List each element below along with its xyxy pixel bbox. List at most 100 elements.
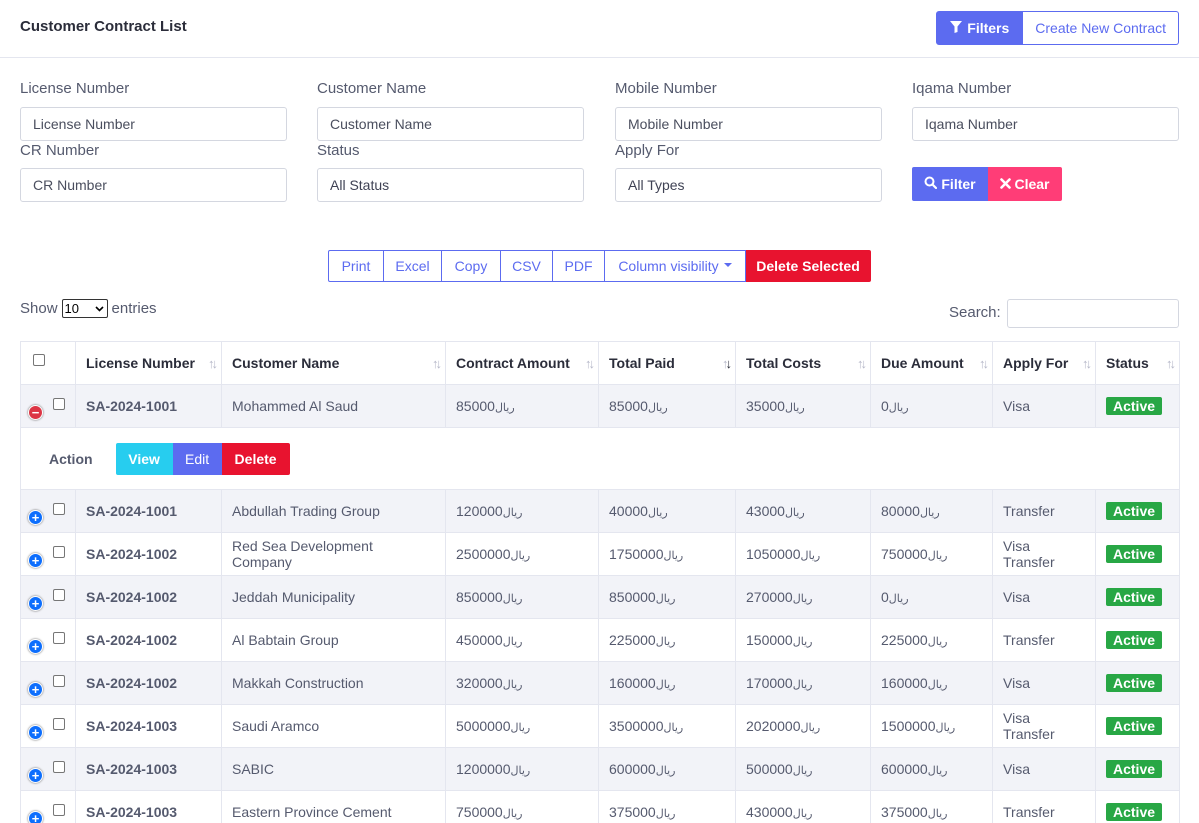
mobile-number-input[interactable] [615, 107, 882, 141]
column-header-total-paid[interactable]: Total Paid ↑↓ [598, 341, 736, 385]
expand-row-icon[interactable]: + [28, 768, 43, 783]
row-checkbox[interactable] [53, 503, 65, 515]
currency-label: ريال [502, 636, 523, 648]
license-number-input[interactable] [20, 107, 287, 141]
currency-label: ريال [888, 593, 909, 605]
filter-button[interactable]: Filter [912, 167, 988, 201]
column-header-customer[interactable]: Customer Name ↑↓ [221, 341, 446, 385]
total-paid-cell: 3500000ريال [598, 704, 736, 748]
license-cell: SA-2024-1001 [75, 489, 222, 533]
customer-cell: Abdullah Trading Group [221, 489, 446, 533]
print-button[interactable]: Print [328, 250, 384, 282]
row-control-cell: + [20, 790, 76, 823]
delete-button[interactable]: Delete [221, 442, 290, 475]
create-contract-button[interactable]: Create New Contract [1023, 11, 1179, 45]
license-cell: SA-2024-1002 [75, 618, 222, 662]
table-row[interactable]: + SA-2024-1001 Abdullah Trading Group 12000… [20, 489, 1180, 533]
table-search-input[interactable] [1007, 299, 1179, 328]
amount-value: 160000 [609, 675, 656, 691]
filters-button[interactable]: Filters [936, 11, 1024, 45]
amount-value: 1050000 [746, 546, 801, 562]
amount-value: 43000 [746, 503, 785, 519]
table-row[interactable]: + SA-2024-1003 Saudi Aramco 5000000ريال 3500… [20, 704, 1180, 748]
due-amount-cell: 375000ريال [870, 790, 993, 823]
expand-row-icon[interactable]: + [28, 596, 43, 611]
customer-name-input[interactable] [317, 107, 584, 141]
license-cell: SA-2024-1003 [75, 790, 222, 823]
apply-for-select[interactable]: All Types [615, 168, 882, 202]
column-header-label: Status [1106, 355, 1149, 371]
row-control-cell: + [20, 747, 76, 791]
expand-row-icon[interactable]: + [28, 510, 43, 525]
apply-for-cell: Transfer [992, 489, 1096, 533]
due-amount-cell: 80000ريال [870, 489, 993, 533]
column-header-total-costs[interactable]: Total Costs ↑↓ [735, 341, 871, 385]
table-row[interactable]: + SA-2024-1003 Eastern Province Cement 7500… [20, 790, 1180, 823]
table-row[interactable]: + SA-2024-1002 Makkah Construction 320000ري… [20, 661, 1180, 705]
amount-value: 500000 [746, 761, 793, 777]
delete-selected-button[interactable]: Delete Selected [746, 250, 871, 282]
row-checkbox[interactable] [53, 632, 65, 644]
edit-button[interactable]: Edit [172, 442, 222, 475]
sort-icon: ↑↓ [1082, 356, 1092, 371]
column-header-apply-for[interactable]: Apply For ↑↓ [992, 341, 1096, 385]
table-row[interactable]: + SA-2024-1002 Red Sea Development Company… [20, 532, 1180, 576]
currency-label: ريال [494, 402, 515, 414]
pdf-button[interactable]: PDF [553, 250, 605, 282]
amount-value: 85000 [456, 398, 495, 414]
row-checkbox[interactable] [53, 718, 65, 730]
amount-value: 3500000 [609, 718, 664, 734]
page-length-select[interactable]: 10 [61, 299, 108, 318]
license-number-label: License Number [20, 80, 130, 97]
status-select[interactable]: All Status [317, 168, 584, 202]
table-row[interactable]: + SA-2024-1002 Al Babtain Group 450000ريال 2… [20, 618, 1180, 662]
select-all-checkbox[interactable] [33, 354, 45, 366]
collapse-row-icon[interactable]: − [28, 405, 43, 420]
sort-icon: ↑↓ [432, 356, 442, 371]
currency-label: ريال [655, 679, 676, 691]
search-icon [924, 176, 938, 192]
column-header-contract-amount[interactable]: Contract Amount ↑↓ [445, 341, 599, 385]
iqama-number-input[interactable] [912, 107, 1179, 141]
table-row[interactable]: + SA-2024-1003 SABIC 1200000ريال 600000ريال 5… [20, 747, 1180, 791]
clear-button[interactable]: Clear [988, 167, 1062, 201]
expand-row-icon[interactable]: + [28, 553, 43, 568]
row-control-cell: + [20, 532, 76, 576]
cr-number-input[interactable] [20, 168, 287, 202]
expand-row-icon[interactable]: + [28, 811, 43, 823]
view-button[interactable]: View [115, 442, 173, 475]
column-header-label: Apply For [1003, 355, 1069, 371]
copy-button[interactable]: Copy [442, 250, 501, 282]
expand-row-icon[interactable]: + [28, 639, 43, 654]
row-checkbox[interactable] [53, 546, 65, 558]
row-checkbox[interactable] [53, 804, 65, 816]
csv-button[interactable]: CSV [501, 250, 553, 282]
row-checkbox[interactable] [53, 589, 65, 601]
row-checkbox[interactable] [53, 761, 65, 773]
currency-label: ريال [927, 636, 948, 648]
currency-label: ريال [663, 550, 684, 562]
amount-value: 160000 [881, 675, 928, 691]
expand-row-icon[interactable]: + [28, 682, 43, 697]
column-header-status[interactable]: Status ↑↓ [1095, 341, 1180, 385]
total-paid-cell: 600000ريال [598, 747, 736, 791]
mobile-number-label: Mobile Number [615, 80, 717, 97]
currency-label: ريال [502, 808, 523, 820]
expand-row-icon[interactable]: + [28, 725, 43, 740]
row-checkbox[interactable] [53, 675, 65, 687]
currency-label: ريال [502, 593, 523, 605]
apply-for-cell: Visa Transfer [992, 532, 1096, 576]
amount-value: 750000 [881, 546, 928, 562]
column-header-license[interactable]: License Number ↑↓ [75, 341, 222, 385]
license-cell: SA-2024-1003 [75, 747, 222, 791]
contract-amount-cell: 320000ريال [445, 661, 599, 705]
table-row-expanded[interactable]: − SA-2024-1001 Mohammed Al Saud 85000ريا… [20, 384, 1180, 428]
amount-value: 450000 [456, 632, 503, 648]
row-checkbox[interactable] [53, 398, 65, 410]
amount-value: 40000 [609, 503, 648, 519]
column-header-due-amount[interactable]: Due Amount ↑↓ [870, 341, 993, 385]
apply-for-cell: Transfer [992, 618, 1096, 662]
excel-button[interactable]: Excel [384, 250, 442, 282]
table-row[interactable]: + SA-2024-1002 Jeddah Municipality 850000ري… [20, 575, 1180, 619]
column-visibility-button[interactable]: Column visibility [605, 250, 746, 282]
